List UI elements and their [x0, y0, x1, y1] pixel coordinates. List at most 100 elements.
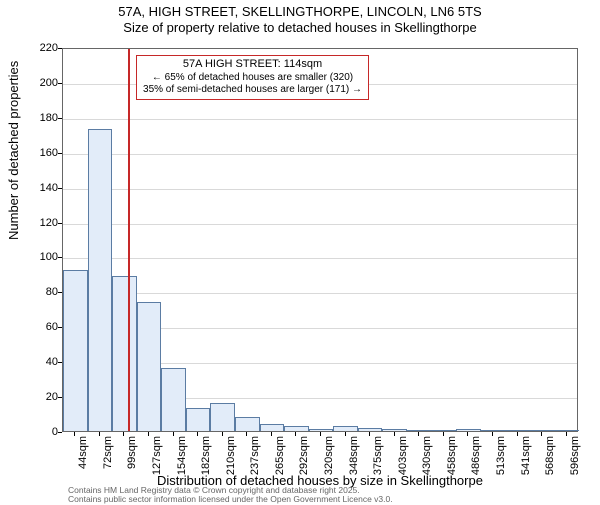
gridline: [63, 154, 577, 155]
histogram-bar: [210, 403, 235, 431]
histogram-bar: [260, 424, 285, 431]
x-tick-mark: [99, 432, 100, 436]
x-tick-label: 292sqm: [298, 436, 310, 486]
x-tick-label: 486sqm: [470, 436, 482, 486]
x-tick-label: 348sqm: [348, 436, 360, 486]
y-tick-label: 200: [24, 77, 58, 89]
x-tick-label: 154sqm: [176, 436, 188, 486]
x-tick-mark: [443, 432, 444, 436]
x-tick-mark: [271, 432, 272, 436]
x-tick-mark: [197, 432, 198, 436]
histogram-bar: [186, 408, 211, 431]
x-tick-label: 596sqm: [569, 436, 581, 486]
x-tick-mark: [173, 432, 174, 436]
x-tick-label: 182sqm: [200, 436, 212, 486]
y-tick-mark: [58, 257, 62, 258]
x-tick-label: 320sqm: [323, 436, 335, 486]
x-tick-mark: [320, 432, 321, 436]
y-tick-mark: [58, 48, 62, 49]
histogram-bar: [432, 430, 457, 431]
histogram-bar: [284, 426, 309, 431]
x-tick-mark: [517, 432, 518, 436]
callout-line-larger: 35% of semi-detached houses are larger (…: [143, 84, 362, 97]
x-tick-label: 237sqm: [249, 436, 261, 486]
callout-line-smaller: ← 65% of detached houses are smaller (32…: [143, 72, 362, 85]
plot-area: 57A HIGH STREET: 114sqm← 65% of detached…: [62, 48, 578, 432]
y-tick-mark: [58, 153, 62, 154]
chart-title-line2: Size of property relative to detached ho…: [0, 20, 600, 35]
y-tick-mark: [58, 327, 62, 328]
x-tick-mark: [345, 432, 346, 436]
chart-container: 57A, HIGH STREET, SKELLINGTHORPE, LINCOL…: [0, 0, 600, 500]
histogram-bar: [309, 429, 334, 431]
y-tick-mark: [58, 362, 62, 363]
x-tick-mark: [148, 432, 149, 436]
y-tick-label: 60: [24, 321, 58, 333]
histogram-bar: [63, 270, 88, 431]
x-tick-mark: [246, 432, 247, 436]
y-tick-mark: [58, 397, 62, 398]
x-tick-mark: [394, 432, 395, 436]
gridline: [63, 224, 577, 225]
x-tick-label: 44sqm: [77, 436, 89, 486]
y-tick-label: 220: [24, 42, 58, 54]
chart-title-block: 57A, HIGH STREET, SKELLINGTHORPE, LINCOL…: [0, 4, 600, 35]
gridline: [63, 189, 577, 190]
histogram-bar: [88, 129, 113, 431]
footnote-line2: Contains public sector information licen…: [68, 495, 393, 504]
x-tick-mark: [123, 432, 124, 436]
callout-title: 57A HIGH STREET: 114sqm: [143, 58, 362, 72]
x-tick-mark: [74, 432, 75, 436]
y-tick-label: 120: [24, 217, 58, 229]
histogram-bar: [358, 428, 383, 431]
y-tick-mark: [58, 83, 62, 84]
histogram-bar: [161, 368, 186, 431]
x-tick-mark: [467, 432, 468, 436]
y-tick-label: 100: [24, 251, 58, 263]
x-tick-mark: [541, 432, 542, 436]
x-tick-label: 430sqm: [421, 436, 433, 486]
x-tick-label: 375sqm: [372, 436, 384, 486]
y-tick-label: 160: [24, 147, 58, 159]
x-tick-mark: [295, 432, 296, 436]
x-tick-label: 458sqm: [446, 436, 458, 486]
x-tick-label: 127sqm: [151, 436, 163, 486]
x-tick-mark: [369, 432, 370, 436]
x-tick-label: 541sqm: [520, 436, 532, 486]
chart-title-line1: 57A, HIGH STREET, SKELLINGTHORPE, LINCOL…: [0, 4, 600, 19]
y-tick-mark: [58, 118, 62, 119]
gridline: [63, 293, 577, 294]
y-tick-mark: [58, 292, 62, 293]
y-tick-label: 40: [24, 356, 58, 368]
gridline: [63, 119, 577, 120]
y-tick-label: 20: [24, 391, 58, 403]
gridline: [63, 258, 577, 259]
histogram-bar: [481, 430, 506, 431]
footnote: Contains HM Land Registry data © Crown c…: [68, 486, 393, 505]
histogram-bar: [112, 276, 137, 431]
histogram-bar: [505, 430, 530, 431]
y-axis-title: Number of detached properties: [6, 61, 21, 240]
x-tick-label: 403sqm: [397, 436, 409, 486]
histogram-bar: [382, 429, 407, 431]
y-tick-mark: [58, 432, 62, 433]
x-tick-mark: [222, 432, 223, 436]
histogram-bar: [456, 429, 481, 431]
x-tick-mark: [566, 432, 567, 436]
x-tick-label: 513sqm: [495, 436, 507, 486]
y-tick-label: 140: [24, 182, 58, 194]
y-tick-label: 180: [24, 112, 58, 124]
histogram-bar: [407, 430, 432, 431]
histogram-bar: [137, 302, 162, 431]
histogram-bar: [530, 430, 555, 431]
y-tick-label: 0: [24, 426, 58, 438]
x-tick-label: 265sqm: [274, 436, 286, 486]
y-tick-mark: [58, 188, 62, 189]
marker-callout: 57A HIGH STREET: 114sqm← 65% of detached…: [136, 55, 369, 100]
y-tick-label: 80: [24, 286, 58, 298]
histogram-bar: [235, 417, 260, 431]
x-tick-label: 210sqm: [225, 436, 237, 486]
marker-line: [128, 49, 130, 431]
x-tick-mark: [492, 432, 493, 436]
x-tick-label: 99sqm: [126, 436, 138, 486]
